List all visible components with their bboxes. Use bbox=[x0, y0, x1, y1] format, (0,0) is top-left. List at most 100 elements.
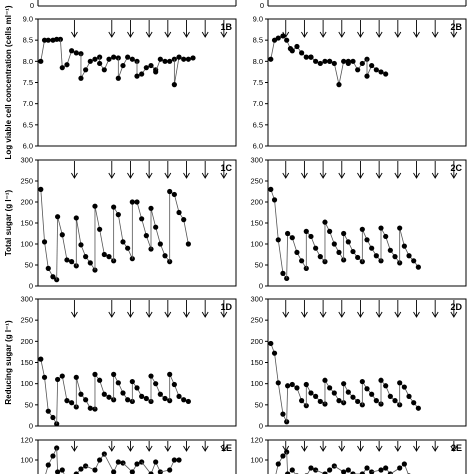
data-point bbox=[397, 380, 403, 386]
data-point bbox=[268, 56, 274, 62]
data-point bbox=[153, 381, 159, 387]
feed-arrow-head bbox=[413, 31, 420, 38]
data-point bbox=[280, 33, 286, 39]
data-point bbox=[313, 393, 319, 399]
feed-arrow-head bbox=[413, 172, 420, 179]
feed-arrow-head bbox=[319, 311, 327, 318]
data-point bbox=[392, 254, 398, 260]
data-point bbox=[327, 58, 333, 64]
data-point bbox=[181, 217, 187, 223]
y-tick-label: 0 bbox=[259, 282, 263, 291]
y-axis-title: Log viable cell concentration (cells ml⁻… bbox=[4, 5, 13, 159]
feed-arrow-head bbox=[183, 311, 190, 318]
panel-label: 1D bbox=[220, 302, 232, 312]
data-point bbox=[369, 62, 375, 69]
feed-arrow-head bbox=[164, 31, 172, 38]
data-point bbox=[59, 65, 65, 71]
series-line bbox=[169, 191, 189, 245]
y-tick-label: 200 bbox=[20, 198, 33, 207]
feed-arrow-head bbox=[394, 311, 402, 318]
panel-label: 2B bbox=[450, 22, 462, 32]
data-point bbox=[45, 408, 51, 414]
panel-label: 1C bbox=[220, 163, 232, 173]
plot-frame bbox=[267, 439, 467, 474]
data-point bbox=[125, 245, 131, 251]
y-tick-label: 300 bbox=[250, 295, 263, 304]
feed-arrow-head bbox=[357, 445, 364, 452]
data-point bbox=[294, 385, 300, 391]
data-point bbox=[284, 37, 290, 43]
data-point bbox=[120, 239, 126, 245]
data-point bbox=[378, 377, 384, 383]
data-point bbox=[148, 62, 154, 69]
data-point bbox=[336, 398, 342, 404]
data-point bbox=[369, 391, 375, 397]
y-tick-label: 7.5 bbox=[23, 78, 33, 87]
data-point bbox=[271, 197, 278, 203]
data-point bbox=[336, 82, 342, 88]
data-point bbox=[313, 58, 319, 64]
feed-arrow-head bbox=[431, 31, 439, 38]
feed-arrow-head bbox=[431, 172, 439, 179]
data-point bbox=[73, 471, 79, 474]
data-point bbox=[285, 230, 291, 237]
feed-arrow-head bbox=[431, 445, 439, 452]
data-point bbox=[153, 459, 159, 465]
data-point bbox=[322, 377, 328, 383]
plot-frame bbox=[37, 18, 237, 147]
data-point bbox=[115, 212, 121, 218]
data-point bbox=[185, 56, 191, 62]
feed-arrow-head bbox=[301, 31, 308, 38]
feed-arrow-head bbox=[183, 172, 190, 179]
y-tick-label: 250 bbox=[250, 177, 263, 186]
data-point bbox=[59, 232, 65, 238]
data-point bbox=[341, 230, 347, 237]
series-connector bbox=[103, 453, 115, 473]
data-point bbox=[401, 384, 407, 390]
feed-arrow-head bbox=[357, 172, 364, 179]
feed-arrow-head bbox=[338, 311, 346, 318]
plot-frame bbox=[267, 18, 467, 147]
data-point bbox=[129, 56, 135, 62]
data-point bbox=[331, 241, 337, 247]
feed-arrow-head bbox=[394, 445, 402, 452]
data-point bbox=[355, 254, 361, 261]
data-point bbox=[285, 383, 291, 389]
data-point bbox=[111, 54, 117, 60]
y-tick-label: 120 bbox=[250, 436, 263, 445]
feed-arrow-head bbox=[145, 172, 153, 179]
feed-arrow-head bbox=[145, 445, 153, 452]
feed-arrow-head bbox=[375, 445, 383, 452]
data-point bbox=[327, 228, 333, 234]
series-connector bbox=[56, 379, 59, 424]
data-point bbox=[139, 393, 145, 399]
series-line bbox=[45, 447, 58, 474]
series-line bbox=[132, 201, 152, 250]
data-point bbox=[190, 55, 196, 61]
data-point bbox=[392, 398, 398, 404]
y-tick-label: 100 bbox=[20, 240, 33, 249]
y-tick-label: 100 bbox=[20, 379, 33, 388]
data-point bbox=[78, 466, 84, 472]
feed-arrow-head bbox=[183, 445, 190, 452]
data-point bbox=[143, 233, 149, 239]
feed-arrow-head bbox=[413, 311, 420, 318]
y-tick-label: 150 bbox=[20, 358, 33, 367]
data-point bbox=[350, 471, 356, 474]
data-point bbox=[345, 389, 351, 395]
y-tick-label: 300 bbox=[20, 156, 33, 165]
data-point bbox=[92, 467, 98, 473]
data-point bbox=[38, 356, 44, 362]
data-point bbox=[289, 381, 295, 388]
data-point bbox=[303, 381, 309, 388]
feed-arrow-head bbox=[413, 445, 420, 452]
data-point bbox=[101, 391, 107, 397]
data-point bbox=[373, 67, 379, 73]
y-tick-label: 250 bbox=[20, 316, 33, 325]
y-tick-label: 50 bbox=[255, 400, 263, 409]
data-point bbox=[55, 469, 61, 474]
data-point bbox=[157, 241, 163, 247]
plot-frame bbox=[37, 159, 237, 287]
panel-2c: 0 50 100 150 200 250 300 2C bbox=[250, 156, 467, 291]
y-tick-label: 6.5 bbox=[23, 120, 33, 129]
